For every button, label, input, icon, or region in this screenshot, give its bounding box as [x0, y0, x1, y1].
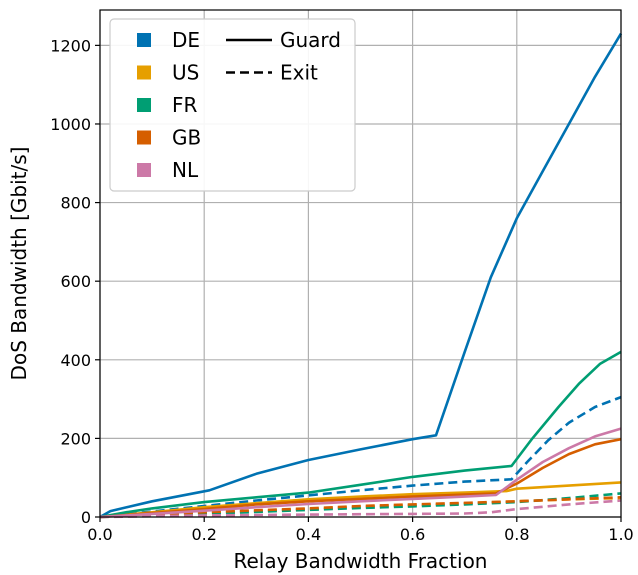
- axis-ticks: 0.0 0.2 0.4 0.6 0.8 1.0 0 200 400 600 800 1000 1200: [50, 36, 633, 544]
- legend-swatch-nl: [137, 163, 151, 177]
- legend-swatch-gb: [137, 130, 151, 145]
- legend-label-de: DE: [172, 28, 200, 52]
- legend-label-exit: Exit: [280, 61, 318, 85]
- legend-label-nl: NL: [172, 158, 199, 182]
- x-tick-label: 0.0: [87, 525, 112, 544]
- y-tick-label: 0: [81, 508, 91, 527]
- series-line-fr-guard: [99, 350, 622, 519]
- series-line-de-guard: [99, 32, 623, 519]
- series-line-nl-guard: [99, 427, 622, 519]
- series-line-us-guard: [99, 481, 622, 519]
- legend-label-guard: Guard: [280, 28, 341, 52]
- legend-label-us: US: [172, 61, 199, 85]
- y-axis-label: DoS Bandwidth [Gbit/s]: [7, 147, 31, 381]
- series-lines: [99, 32, 623, 519]
- y-tick-label: 200: [60, 429, 91, 448]
- series-line-gb-guard: [99, 437, 622, 519]
- x-tick-label: 0.2: [191, 525, 216, 544]
- x-tick-label: 0.8: [504, 525, 529, 544]
- legend-swatch-us: [137, 65, 151, 80]
- x-tick-label: 0.4: [296, 525, 321, 544]
- series-line-nl-exit: [99, 499, 622, 519]
- x-tick-label: 0.6: [400, 525, 425, 544]
- legend-label-fr: FR: [172, 93, 198, 117]
- plot-frame: [99, 9, 622, 518]
- legend-label-gb: GB: [172, 126, 201, 150]
- legend: DE US FR GB NL Guard Exit: [109, 18, 356, 192]
- y-tick-label: 400: [60, 351, 91, 370]
- legend-swatch-fr: [137, 98, 151, 112]
- series-line-de-exit: [99, 395, 622, 519]
- legend-box: [109, 18, 356, 192]
- y-tick-label: 1200: [50, 36, 91, 55]
- y-tick-label: 1000: [50, 115, 91, 134]
- x-tick-label: 1.0: [608, 525, 633, 544]
- x-axis-label: Relay Bandwidth Fraction: [234, 549, 488, 573]
- y-tick-label: 800: [60, 194, 91, 213]
- legend-swatch-de: [137, 33, 151, 47]
- y-tick-label: 600: [60, 272, 91, 291]
